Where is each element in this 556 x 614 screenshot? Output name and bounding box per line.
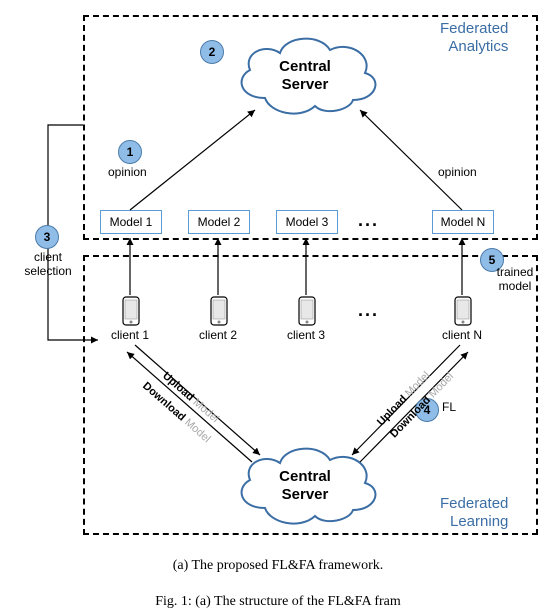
client-n-label: client N <box>432 328 492 342</box>
opinion-label-right: opinion <box>438 165 477 179</box>
opinion-label-left: opinion <box>108 165 147 179</box>
client-2-phone-icon <box>210 296 228 326</box>
client-1-label: client 1 <box>100 328 160 342</box>
diagram-canvas: Federated Analytics Federated Learning C… <box>0 0 556 614</box>
client-2-label: client 2 <box>188 328 248 342</box>
trained-model-label: trained model <box>490 265 540 293</box>
clients-ellipsis: ... <box>358 300 379 321</box>
fl-label: FL <box>442 400 456 414</box>
client-3-label: client 3 <box>276 328 336 342</box>
client-1-phone-icon <box>122 296 140 326</box>
caption-fig: Fig. 1: (a) The structure of the FL&FA f… <box>0 594 556 610</box>
client-selection-label: client selection <box>18 250 78 278</box>
client-3-phone-icon <box>298 296 316 326</box>
step-3-circle: 3 <box>35 225 59 249</box>
step-1-circle: 1 <box>118 140 142 164</box>
caption-a: (a) The proposed FL&FA framework. <box>0 558 556 574</box>
client-n-phone-icon <box>454 296 472 326</box>
arrows-top <box>0 0 556 614</box>
step-2-circle: 2 <box>200 40 224 64</box>
